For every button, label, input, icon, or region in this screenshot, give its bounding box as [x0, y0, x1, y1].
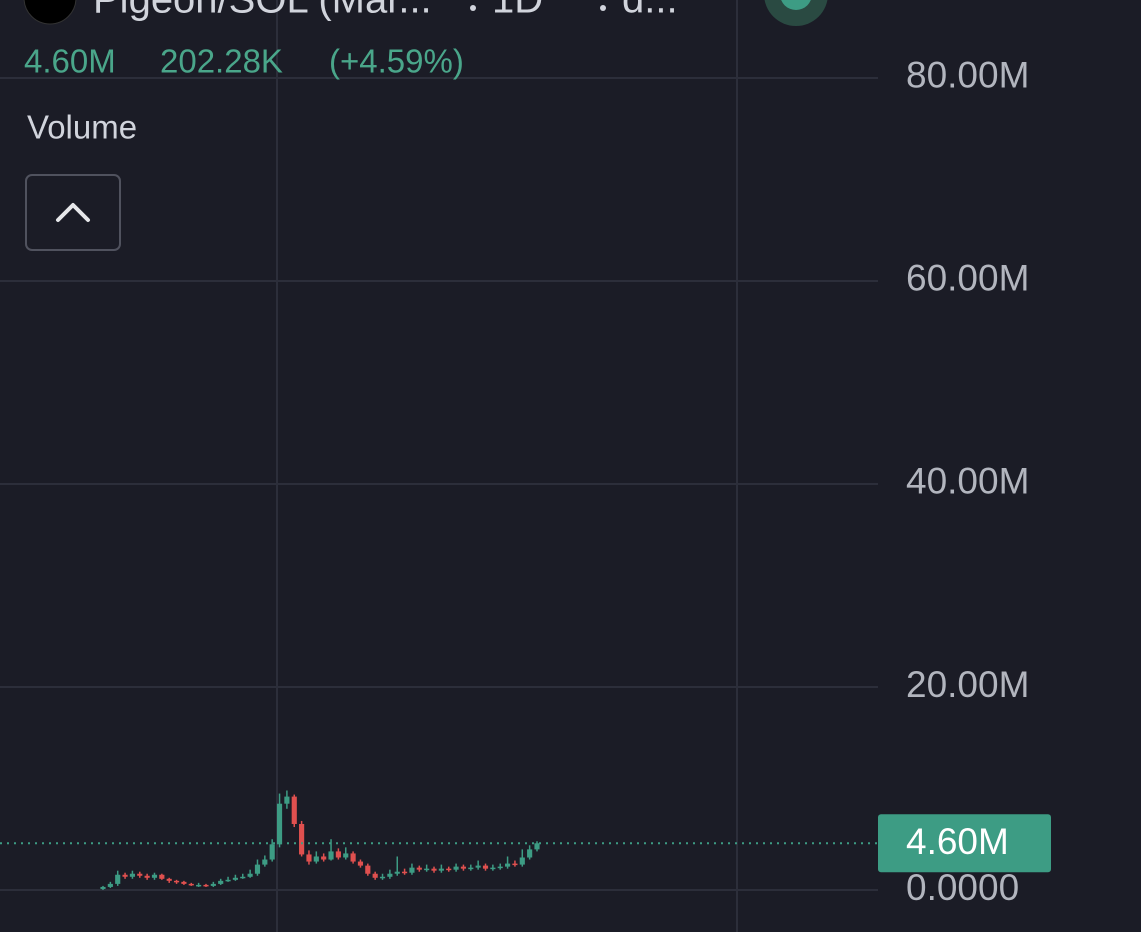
status-ring — [764, 0, 828, 26]
candle-body — [276, 803, 283, 845]
candle-body — [137, 873, 143, 876]
legend-value: 4.60M — [24, 43, 116, 80]
candle-body — [446, 868, 452, 871]
candle-body — [166, 878, 172, 881]
candle-body — [159, 874, 165, 879]
candle-body — [144, 875, 150, 878]
legend-change: 202.28K — [160, 43, 283, 80]
candle-body — [254, 864, 261, 874]
candle-body — [181, 881, 187, 884]
candle-body — [475, 865, 481, 868]
y-tick-label: 0.0000 — [906, 867, 1019, 908]
candle-body — [482, 865, 489, 869]
candle-body — [335, 851, 341, 858]
candle-body — [357, 861, 364, 866]
legend-change-pct: (+4.59%) — [329, 43, 464, 80]
candle-body — [240, 876, 246, 879]
source: d... — [622, 0, 678, 22]
candle-body — [409, 867, 415, 873]
candle-body — [115, 874, 121, 884]
y-tick-label: 40.00M — [906, 461, 1029, 502]
candle-body — [343, 853, 349, 858]
candle-body — [188, 883, 194, 886]
candle-body — [122, 874, 128, 877]
candle-body — [350, 853, 356, 862]
candle-body — [321, 856, 327, 860]
symbol-icon — [23, 0, 77, 25]
candle-body — [107, 883, 113, 887]
candle-body — [372, 873, 378, 878]
collapse-button[interactable] — [25, 174, 121, 251]
candle-body — [527, 849, 533, 858]
plot — [0, 76, 878, 891]
y-tick-label: 60.00M — [906, 258, 1029, 299]
separator-dot — [600, 5, 606, 11]
candle-body — [468, 867, 474, 870]
candle-body — [424, 868, 430, 871]
grid — [276, 0, 738, 932]
indicator-name: Volume — [27, 109, 137, 146]
candle-body — [196, 884, 202, 887]
candle-body — [534, 843, 540, 850]
candle-body — [232, 877, 238, 880]
candle-body — [269, 844, 275, 860]
status-dot — [781, 0, 811, 10]
candle-body — [328, 851, 334, 860]
separator-dot — [470, 5, 476, 11]
candle-body — [306, 854, 312, 862]
interval: 1D — [492, 0, 543, 22]
candle-body — [291, 796, 297, 825]
candle-body — [151, 874, 158, 878]
candle-body — [299, 824, 305, 855]
candle-body — [203, 884, 209, 887]
candle-body — [225, 879, 231, 882]
candle-body — [431, 868, 437, 871]
candle-body — [394, 871, 400, 874]
candle-body — [173, 880, 180, 883]
candle-body — [262, 859, 268, 865]
candle-body — [379, 876, 386, 879]
price-label-box — [878, 814, 1051, 873]
candle-body — [365, 865, 371, 874]
candle-body — [505, 863, 511, 867]
symbol-title: Pigeon/SOL (Mar... — [93, 0, 432, 22]
chevron-up-icon — [56, 203, 90, 222]
candle-body — [519, 857, 525, 865]
candle-body — [497, 866, 503, 869]
candle-body — [438, 868, 444, 871]
candle-body — [416, 867, 422, 870]
candle-body — [490, 867, 496, 870]
candle-body — [453, 866, 459, 870]
price-label: 4.60M — [906, 821, 1009, 862]
candle-body — [210, 883, 216, 886]
candle-body — [218, 880, 224, 884]
candle-body — [129, 873, 135, 877]
candle-body — [313, 856, 319, 862]
candle-body — [387, 873, 393, 877]
candle-body — [402, 871, 408, 874]
candle-body — [100, 886, 106, 889]
candle-body — [460, 866, 467, 869]
candle-body — [247, 873, 253, 877]
y-tick-label: 20.00M — [906, 664, 1029, 705]
candle-body — [284, 796, 290, 804]
candle-body — [512, 863, 518, 866]
y-tick-label: 80.00M — [906, 55, 1029, 96]
